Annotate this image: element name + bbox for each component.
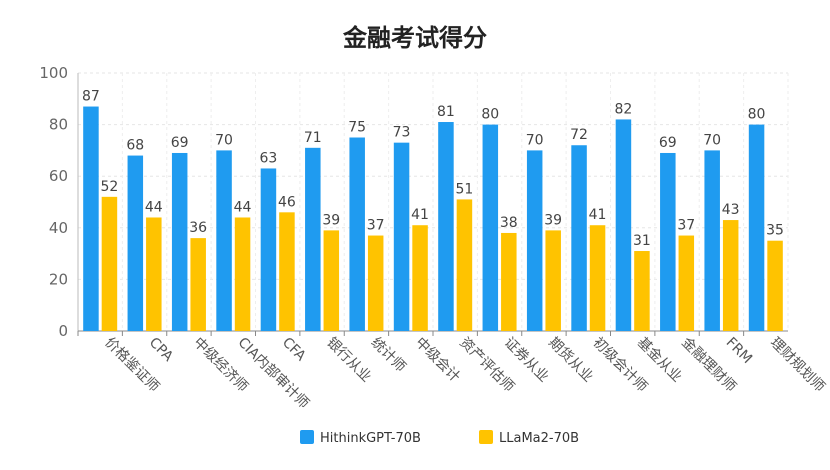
bar — [305, 147, 321, 331]
y-tick-label: 100 — [39, 64, 68, 82]
bar — [571, 145, 587, 331]
data-label: 69 — [659, 135, 677, 151]
bar — [767, 240, 783, 331]
data-label: 71 — [304, 130, 322, 146]
x-tick-label: 统计师 — [368, 335, 409, 376]
data-label: 43 — [722, 202, 740, 218]
data-label: 75 — [348, 120, 366, 136]
x-tick-label: 期货从业 — [545, 334, 597, 386]
bar — [323, 230, 340, 331]
data-label: 73 — [393, 125, 411, 141]
data-label: 80 — [748, 107, 766, 123]
data-label: 70 — [526, 132, 544, 148]
bar — [722, 220, 739, 331]
y-tick-label: 20 — [49, 270, 68, 288]
bar — [127, 155, 144, 331]
data-label: 46 — [278, 194, 296, 210]
y-tick-label: 80 — [49, 116, 68, 134]
x-tick-label: CFA — [279, 335, 309, 365]
bar — [216, 150, 232, 331]
data-label: 81 — [437, 104, 455, 120]
bar — [748, 124, 765, 331]
data-label: 70 — [703, 132, 721, 148]
bar — [146, 217, 162, 331]
legend-swatch — [479, 430, 493, 444]
bar — [482, 124, 499, 331]
data-label: 37 — [677, 218, 695, 234]
bar — [83, 106, 99, 331]
data-label: 63 — [260, 150, 278, 166]
data-label: 51 — [456, 181, 474, 197]
bar — [349, 137, 365, 331]
data-label: 36 — [189, 220, 207, 236]
bar — [412, 225, 428, 331]
data-label: 44 — [234, 199, 252, 215]
legend-label: HithinkGPT-70B — [320, 431, 421, 446]
bar — [678, 235, 695, 331]
bar — [501, 232, 517, 331]
data-label: 37 — [367, 218, 385, 234]
bar — [393, 142, 410, 331]
bar — [634, 251, 650, 331]
data-label: 70 — [215, 132, 233, 148]
data-label: 39 — [322, 212, 340, 228]
x-tick-label: FRM — [723, 335, 755, 367]
bar — [545, 230, 561, 331]
bar — [234, 217, 251, 331]
bar — [615, 119, 632, 331]
chart-title: 金融考试得分 — [343, 24, 487, 52]
data-label: 41 — [589, 207, 607, 223]
data-label: 44 — [145, 199, 163, 215]
x-tick-label: 银行从业 — [323, 335, 374, 386]
bar — [589, 225, 606, 331]
data-label: 38 — [500, 215, 518, 231]
data-label: 69 — [171, 135, 189, 151]
legend-swatch — [300, 430, 314, 444]
bar — [260, 168, 277, 331]
bar — [438, 122, 454, 332]
bar — [456, 199, 473, 331]
data-label: 80 — [481, 107, 499, 123]
bar — [367, 235, 384, 331]
data-label: 41 — [411, 207, 429, 223]
bar — [190, 238, 206, 331]
x-tick-label: 中级会计 — [412, 335, 463, 386]
x-tick-label: 理财规划师 — [767, 335, 828, 396]
data-label: 82 — [615, 101, 633, 117]
data-label: 52 — [101, 179, 119, 195]
bar — [279, 212, 295, 331]
data-label: 31 — [633, 233, 651, 249]
bar — [660, 152, 676, 331]
y-tick-label: 0 — [58, 322, 68, 340]
data-label: 68 — [126, 138, 144, 154]
data-label: 87 — [82, 89, 100, 105]
y-tick-label: 40 — [49, 219, 68, 237]
bar — [171, 152, 188, 331]
bar — [101, 196, 118, 331]
data-label: 35 — [766, 223, 784, 239]
x-tick-label: CPA — [146, 335, 177, 366]
data-label: 39 — [544, 212, 562, 228]
data-label: 72 — [570, 127, 588, 143]
bar — [526, 150, 543, 331]
bar — [704, 150, 720, 331]
y-tick-label: 60 — [49, 167, 68, 185]
legend-label: LLaMa2-70B — [499, 431, 579, 446]
